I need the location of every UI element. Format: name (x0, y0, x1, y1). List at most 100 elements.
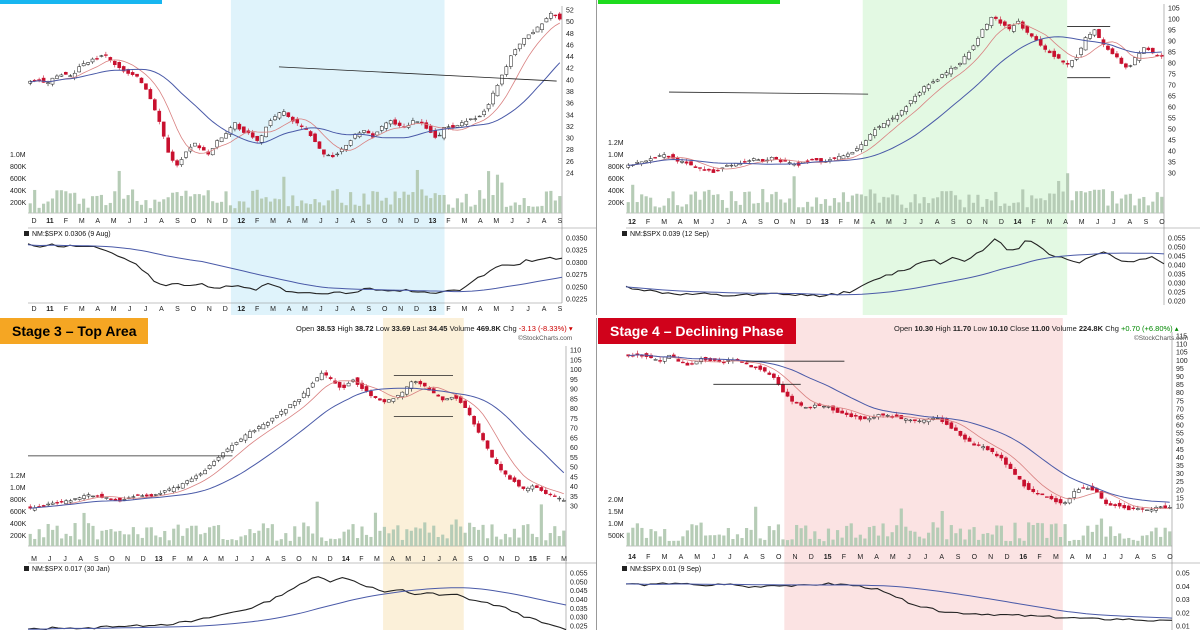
candle-body (136, 494, 140, 496)
candle-body (99, 55, 104, 57)
volume-bar (799, 528, 803, 546)
volume-bar (317, 202, 322, 213)
candle-body (328, 377, 333, 380)
volume-bar (335, 189, 339, 213)
candle-body (557, 13, 562, 20)
volume-bar (225, 539, 230, 546)
x-tick-label: M (662, 554, 668, 561)
volume-bar (282, 176, 286, 213)
candle-body (360, 382, 364, 389)
volume-bar (509, 205, 513, 213)
candle-body (994, 453, 999, 457)
volume-bar (518, 204, 522, 213)
price-tick-label: 50 (1168, 127, 1176, 134)
volume-tick-label: 600K (608, 176, 625, 183)
volume-bar (734, 201, 738, 213)
volume-bar (297, 536, 301, 546)
volume-bar (804, 525, 808, 546)
x-tick-label: M (461, 218, 467, 225)
candle-body (491, 92, 495, 105)
volume-bar (91, 525, 95, 546)
volume-bar (864, 196, 868, 213)
candle-body (1049, 495, 1054, 500)
candle-body (100, 493, 104, 498)
candle-body (131, 496, 136, 498)
volume-bar (512, 528, 517, 546)
candle-body (442, 127, 446, 139)
candle-body (517, 479, 521, 487)
candle-body (277, 112, 282, 119)
volume-bar (562, 530, 566, 546)
indicator-x-tick-label: A (478, 306, 483, 313)
volume-bar (140, 537, 144, 546)
x-tick-label: D (806, 219, 811, 226)
x-tick-label: 13 (821, 219, 829, 226)
candle-body (481, 433, 485, 441)
candle-body (290, 116, 295, 122)
price-tick-label: 70 (1168, 83, 1176, 90)
candle-body (464, 120, 469, 125)
candle-body (1119, 57, 1124, 64)
x-tick-label: J (144, 218, 148, 225)
pattern-line (669, 91, 869, 95)
volume-bar (835, 530, 840, 546)
candle-body (756, 159, 761, 161)
candle-body (64, 71, 68, 75)
volume-bar (855, 193, 859, 213)
volume-bar (237, 201, 241, 213)
price-tick-label: 100 (1176, 358, 1188, 365)
x-tick-label: M (1086, 554, 1092, 561)
volume-tick-label: 2.0M (608, 497, 624, 504)
volume-bar (976, 194, 980, 213)
volume-tick-label: 400K (10, 188, 27, 195)
candle-body (355, 377, 360, 385)
price-tick-label: 80 (1176, 390, 1184, 397)
volume-bar (208, 527, 212, 546)
candle-body (255, 135, 259, 141)
volume-bar (344, 205, 348, 213)
volume-bar (351, 524, 355, 546)
volume-bar (302, 522, 306, 546)
volume-bar (872, 525, 876, 546)
candle-body (313, 133, 317, 142)
price-tick-label: 40 (1176, 455, 1184, 462)
volume-tick-label: 600K (10, 176, 27, 183)
volume-bar (1070, 200, 1074, 213)
volume-bar (477, 529, 481, 546)
x-tick-label: A (287, 218, 292, 225)
candle-body (681, 361, 685, 364)
volume-bar (1122, 538, 1126, 546)
candle-body (653, 359, 658, 361)
volume-bar (704, 535, 708, 546)
volume-bar (246, 207, 250, 213)
candle-body (989, 16, 994, 26)
volume-bar (503, 533, 508, 546)
volume-bar (391, 529, 395, 546)
candle-body (306, 388, 311, 396)
candle-body (268, 120, 273, 126)
candle-body (972, 443, 976, 446)
volume-bar (1163, 527, 1167, 546)
x-tick-label: O (1159, 219, 1165, 226)
candle-body (1110, 48, 1115, 55)
candle-body (949, 422, 954, 429)
price-tick-label: 55 (570, 455, 578, 462)
candle-body (931, 81, 935, 84)
ohlc-high-label: High (935, 324, 953, 333)
candle-body (1025, 25, 1030, 33)
indicator-label: NM:$SPX 0.017 (30 Jan) (32, 566, 110, 573)
x-tick-label: N (499, 556, 504, 563)
volume-bar (202, 195, 206, 213)
volume-bar (340, 202, 344, 213)
x-tick-label: A (542, 218, 547, 225)
volume-bar (685, 530, 690, 546)
volume-bar (689, 194, 693, 213)
volume-bar (322, 205, 326, 213)
volume-bar (28, 203, 32, 213)
x-tick-label: A (939, 554, 944, 561)
volume-bar (1145, 535, 1149, 546)
candle-body (725, 165, 729, 167)
volume-bar (1043, 200, 1047, 213)
price-tick-label: 105 (1176, 350, 1188, 357)
volume-bar (1048, 193, 1052, 213)
